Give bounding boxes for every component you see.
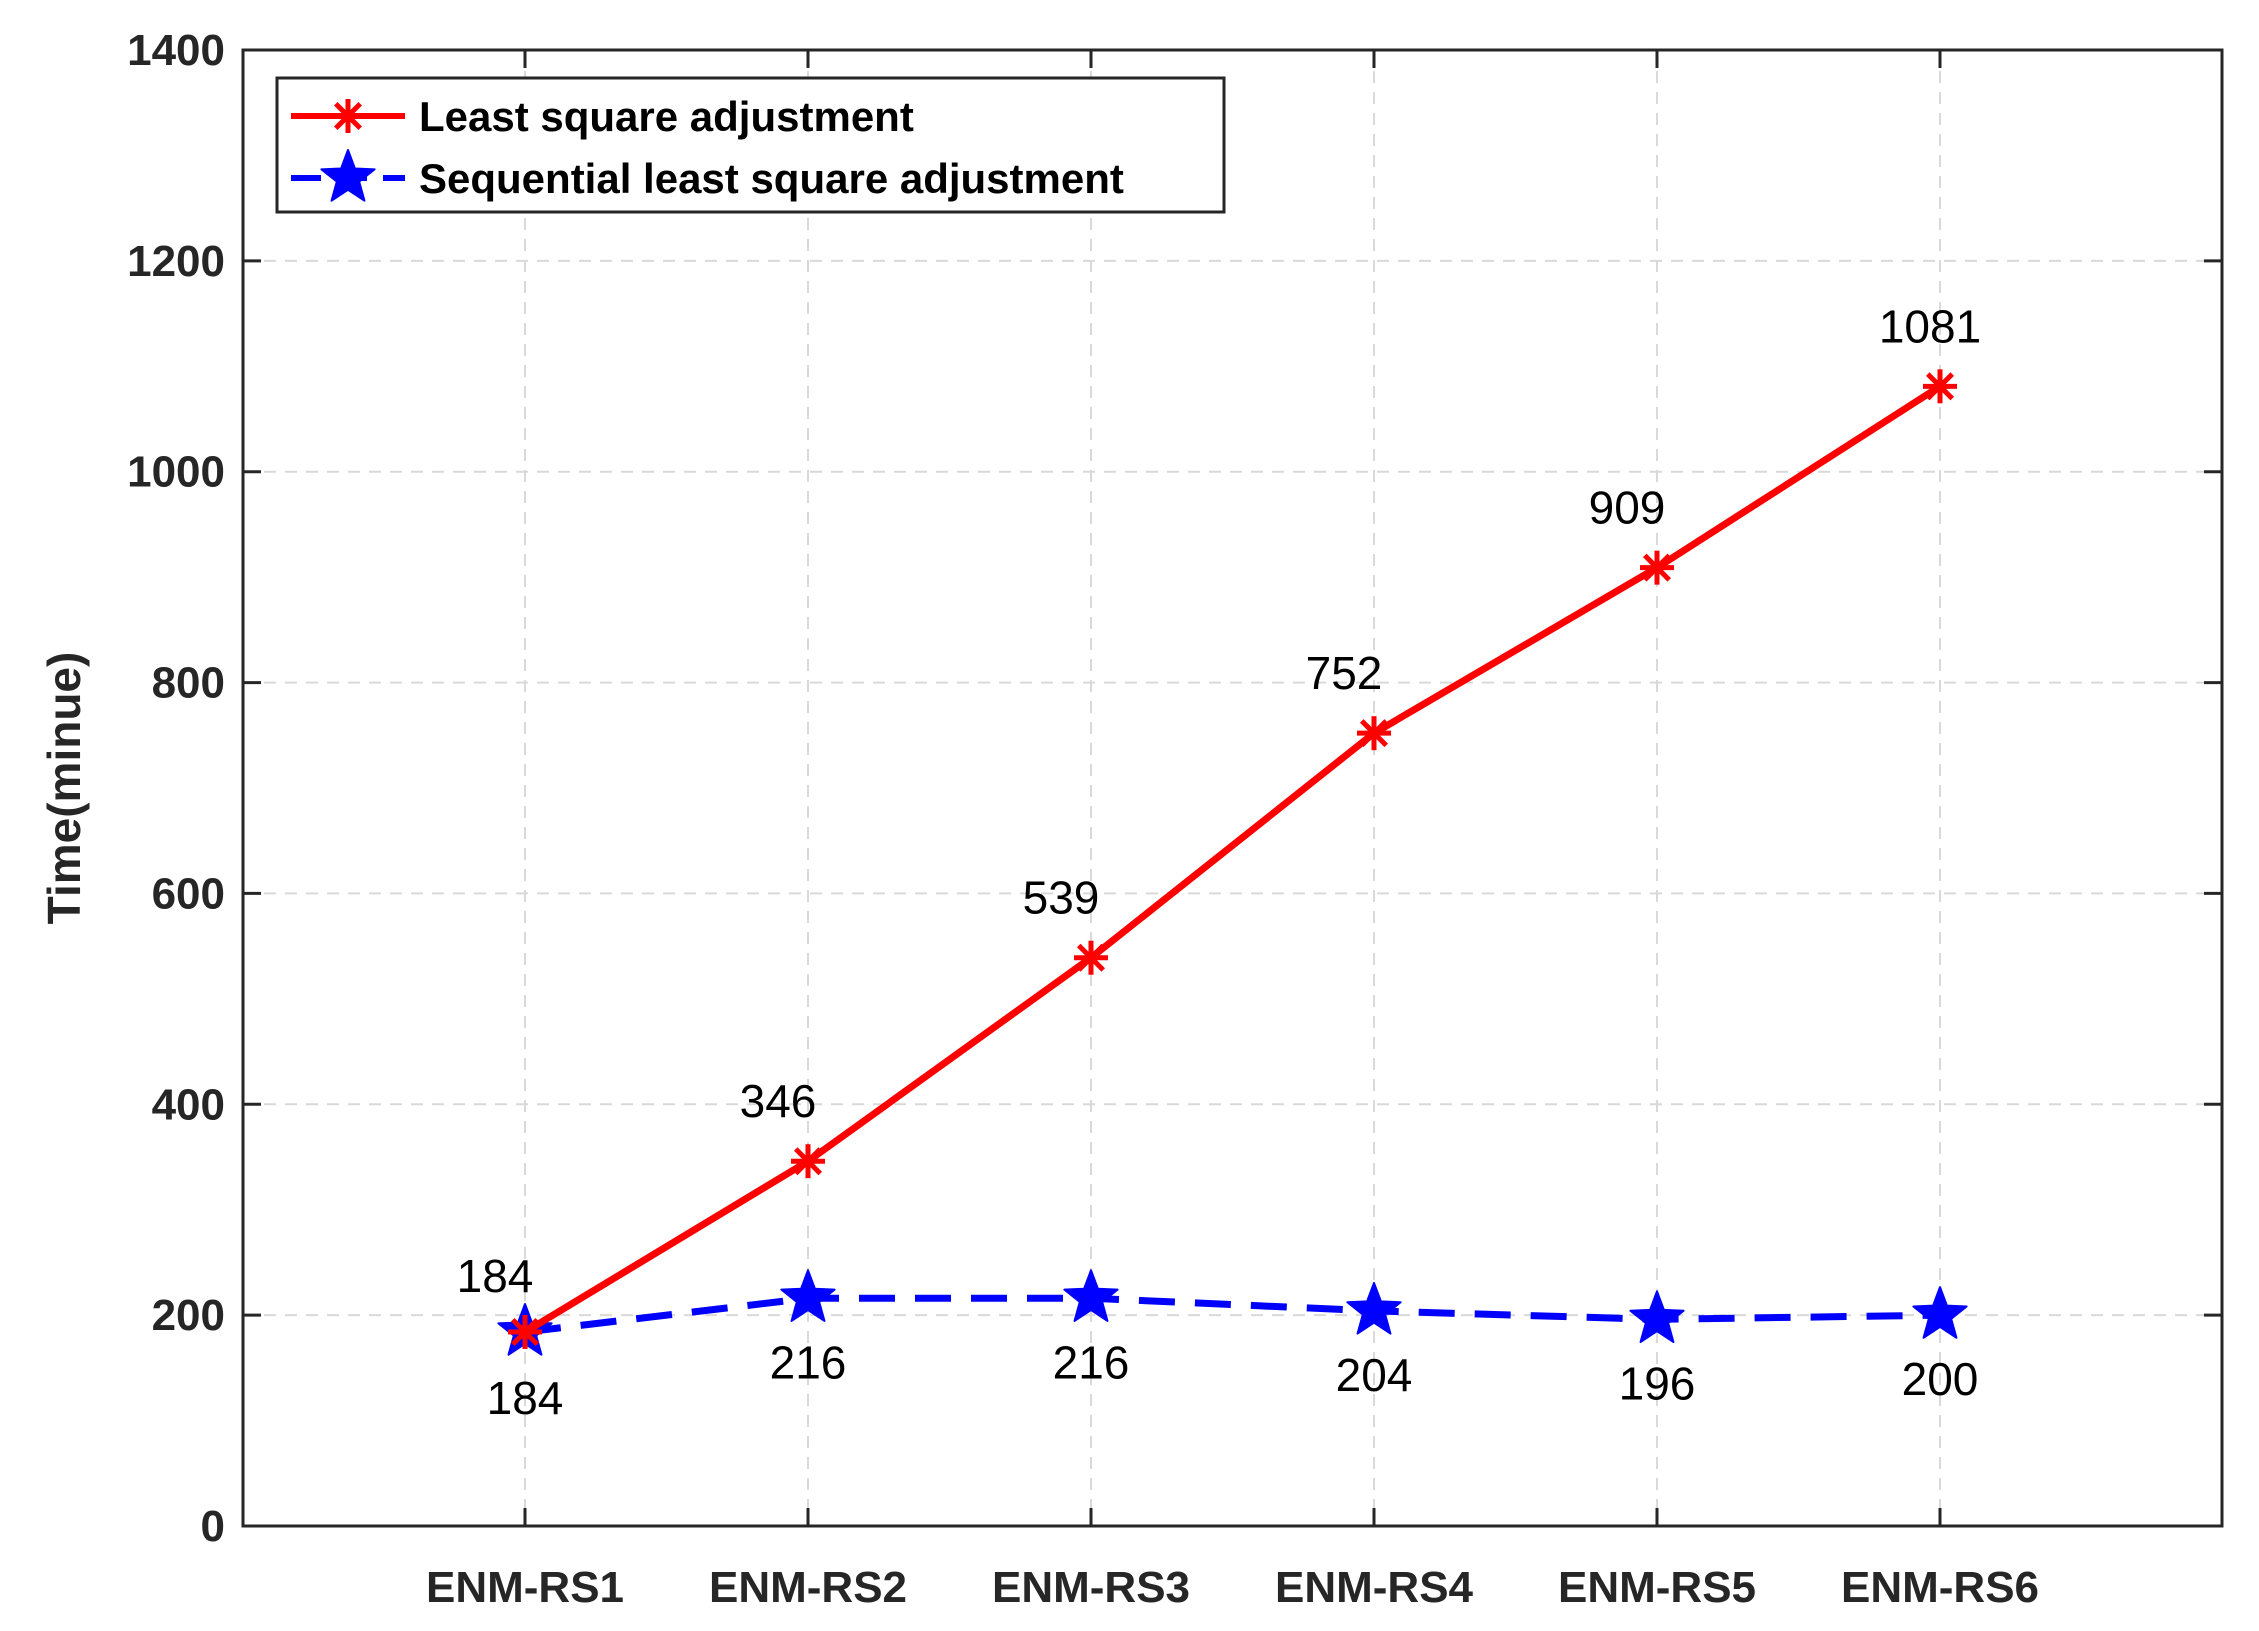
asterisk-marker [508, 1315, 542, 1350]
data-label: 1081 [1879, 300, 1981, 352]
series-line-1 [523, 383, 1942, 1336]
series-layer [497, 369, 1968, 1356]
legend-box [275, 76, 1226, 214]
data-label: 752 [1306, 647, 1383, 699]
axes: 0 200 400 600 800 1000 1200 1400 ENM-RS1 ENM-RS2 E… [38, 26, 2224, 1612]
pentagram-marker [320, 149, 376, 202]
data-label: 196 [1619, 1357, 1696, 1409]
y-tick-label: 400 [152, 1080, 225, 1129]
asterisk-marker [1357, 716, 1391, 751]
grid [243, 50, 2222, 1526]
x-tick-label: ENM-RS1 [426, 1563, 624, 1612]
pentagram-marker [1912, 1286, 1968, 1339]
data-labels: 184 346 539 752 909 1081 184 216 216 204 196 200 [457, 300, 1982, 1424]
x-tick-label: ENM-RS2 [709, 1563, 907, 1612]
pentagram-marker [780, 1269, 836, 1322]
x-tick-label: ENM-RS4 [1275, 1563, 1474, 1612]
legend-label-2: Sequential least square adjustment [419, 155, 1124, 202]
asterisk-marker [791, 1144, 825, 1179]
y-tick-label: 1000 [127, 448, 225, 497]
y-tick-label: 0 [201, 1502, 225, 1551]
pentagram-marker [1629, 1290, 1685, 1344]
data-label: 539 [1023, 872, 1100, 924]
y-tick-label: 800 [152, 659, 225, 708]
pentagram-marker [1063, 1269, 1119, 1322]
x-tick-label: ENM-RS5 [1558, 1563, 1756, 1612]
x-tick-label: ENM-RS6 [1841, 1563, 2039, 1612]
data-label: 184 [487, 1372, 564, 1424]
y-tick-label: 600 [152, 869, 225, 918]
data-label: 200 [1902, 1353, 1979, 1405]
data-label: 184 [457, 1250, 534, 1302]
asterisk-marker [1923, 369, 1957, 404]
data-label: 216 [1053, 1336, 1130, 1388]
y-tick-label: 1400 [127, 26, 225, 75]
y-axis-label: Time(minue) [38, 652, 90, 925]
data-label: 216 [770, 1336, 847, 1388]
legend-label-1: Least square adjustment [419, 93, 914, 140]
pentagram-marker [1346, 1281, 1402, 1335]
series-line-2 [524, 1294, 1941, 1336]
data-label: 204 [1336, 1349, 1413, 1401]
asterisk-marker [331, 99, 365, 133]
asterisk-marker [1640, 550, 1674, 585]
y-tick-label: 200 [152, 1291, 225, 1340]
legend: Least square adjustment Sequential least … [275, 76, 1226, 214]
asterisk-marker [1074, 940, 1108, 975]
data-label: 909 [1589, 482, 1666, 534]
y-tick-label: 1200 [127, 237, 225, 286]
plot-frame [241, 48, 2224, 1528]
x-tick-label: ENM-RS3 [992, 1563, 1190, 1612]
data-label: 346 [740, 1075, 817, 1127]
